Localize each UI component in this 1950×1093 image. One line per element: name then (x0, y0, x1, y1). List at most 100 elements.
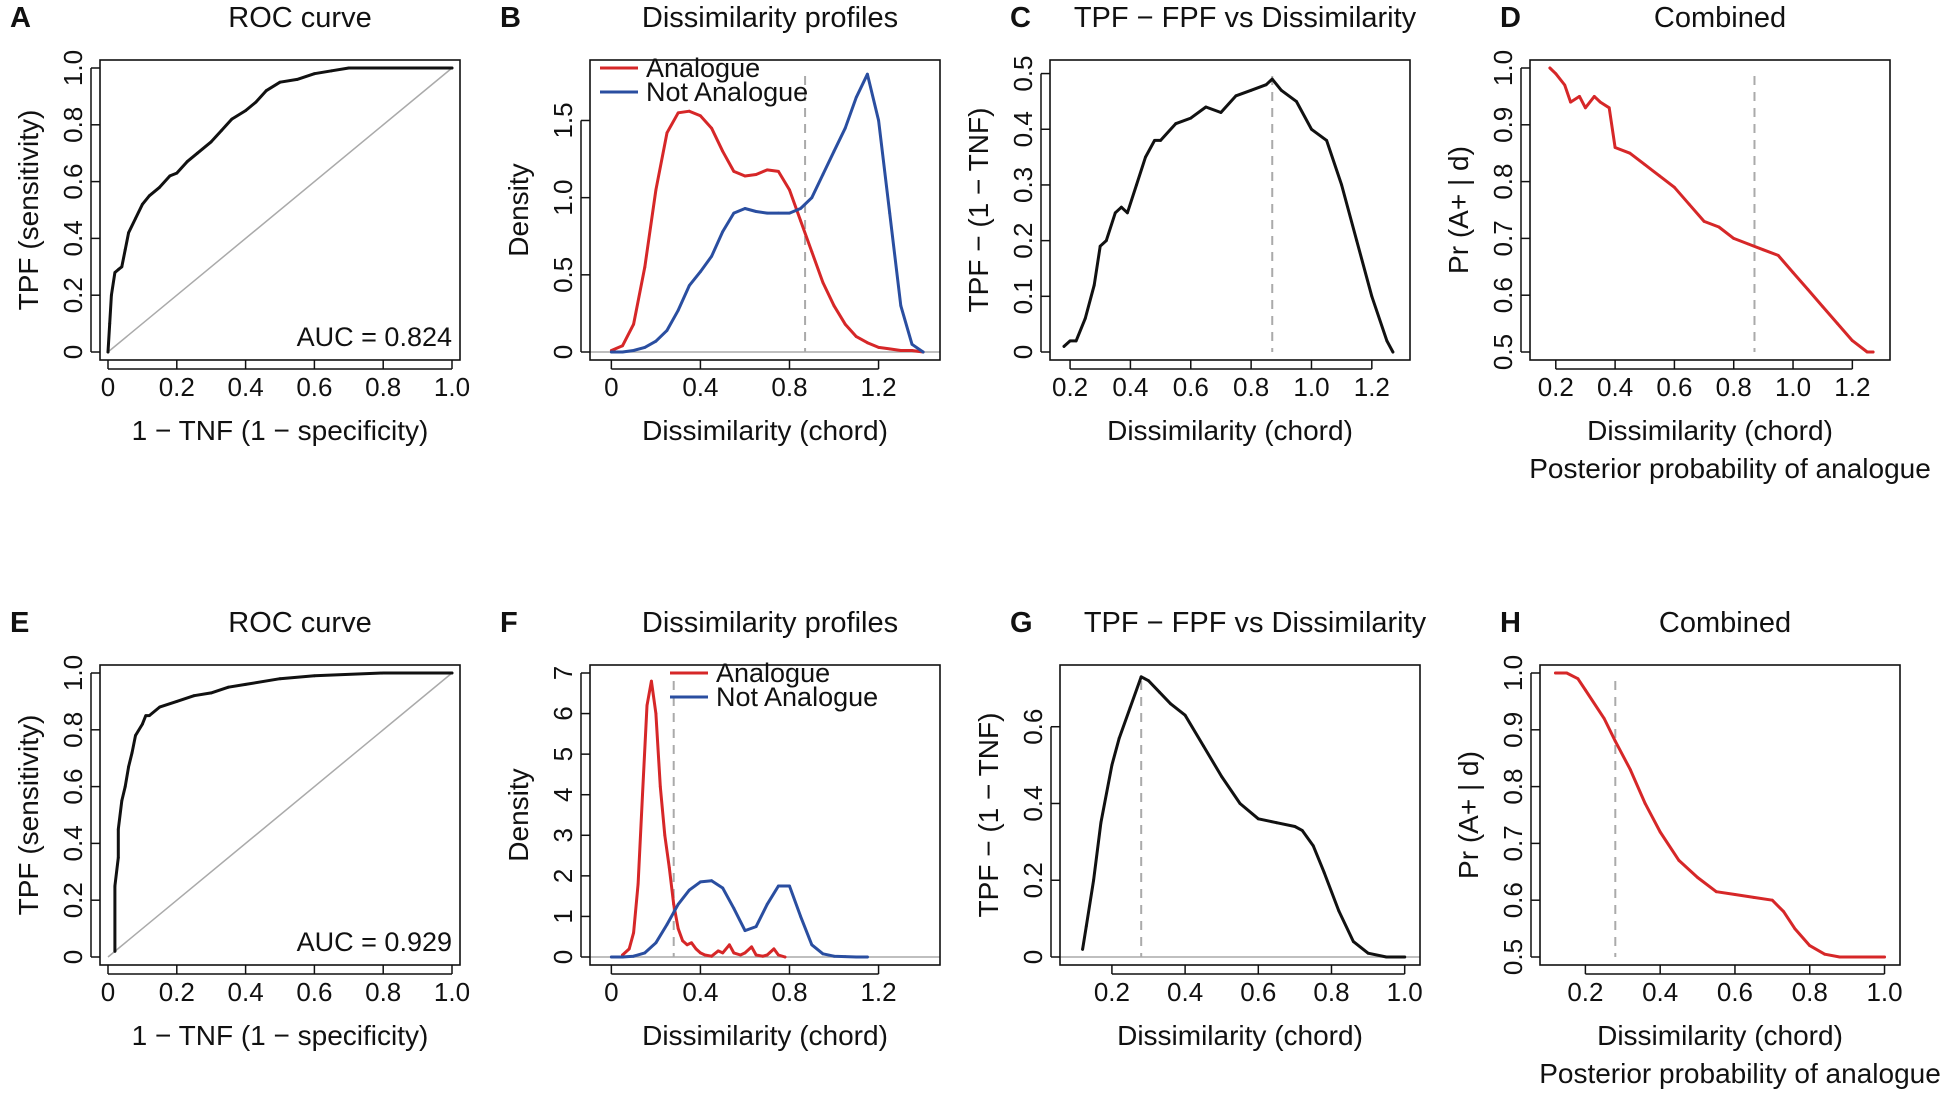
panel-letter: B (500, 2, 521, 34)
data-point (754, 953, 758, 957)
data-point (209, 140, 213, 144)
y-tick-label: 0.6 (1018, 709, 1048, 745)
data-point (1204, 105, 1208, 109)
data-point (134, 217, 137, 220)
y-tick-label: 7 (548, 666, 578, 680)
data-point (699, 114, 702, 118)
y-tick-label: 2 (548, 869, 578, 883)
data-point (1264, 83, 1268, 87)
data-point (1310, 127, 1313, 131)
panel-a: A ROC curve 0 0.2 0.4 0.6 0.8 1.0 0 0.2 0.4 0.6 0.8 1… (10, 2, 470, 446)
data-point (116, 827, 120, 831)
x-tick-label: 0.2 (1052, 372, 1088, 402)
data-point (1752, 896, 1756, 899)
data-point (147, 714, 151, 717)
panel-b: B Dissimilarity profiles 0 0.4 0.8 1.2 0 0.5 1.0… (500, 2, 941, 446)
y-axis-label: Pr (A+ | d) (1453, 751, 1484, 879)
data-point (710, 879, 713, 883)
data-point (1598, 100, 1602, 104)
data-point (1806, 288, 1810, 291)
data-point (1117, 736, 1121, 740)
data-point (144, 714, 148, 717)
data-point (1808, 944, 1812, 947)
x-tick-label: 1.0 (1866, 977, 1902, 1007)
data-point (1256, 817, 1260, 821)
series-line (1548, 66, 1875, 354)
x-tick-label: 0.8 (771, 372, 807, 402)
data-point (810, 196, 814, 200)
data-point (663, 833, 667, 837)
data-point (658, 785, 662, 788)
data-point (832, 149, 836, 153)
y-tick-label: 0 (1018, 950, 1048, 964)
y-axis-label: Density (503, 163, 534, 256)
x-tick-label: 0.4 (1112, 372, 1148, 402)
data-point (743, 929, 747, 932)
data-point (1658, 174, 1661, 178)
data-point (244, 109, 248, 112)
data-point (854, 335, 858, 338)
y-tick-label: 0.8 (1498, 769, 1528, 805)
panel-letter: E (10, 607, 29, 639)
y-tick-label: 0.5 (1008, 55, 1038, 91)
data-point (1120, 205, 1123, 209)
data-point (1643, 163, 1647, 167)
data-point (810, 250, 814, 254)
data-point (1578, 95, 1581, 98)
data-point (641, 793, 644, 797)
x-tick-label: 0.4 (682, 372, 718, 402)
data-point (654, 339, 658, 343)
data-point (1554, 671, 1557, 675)
plot-frame (1049, 59, 1411, 361)
x-tick-label: 0 (604, 977, 618, 1007)
data-point (799, 915, 802, 918)
data-point (632, 349, 635, 352)
y-tick-label: 0.4 (58, 220, 88, 256)
data-point (1144, 155, 1147, 159)
data-point (687, 109, 691, 113)
y-tick-label: 1 (548, 909, 578, 923)
data-point (1325, 139, 1328, 142)
x-tick-label: 0.8 (1792, 977, 1828, 1007)
data-point (877, 346, 880, 349)
data-point (1322, 871, 1326, 874)
series-line (1062, 77, 1395, 354)
data-point (1403, 955, 1407, 959)
panel-title: ROC curve (228, 607, 371, 639)
data-point (1062, 345, 1066, 348)
data-point (1584, 106, 1587, 110)
y-tick-label: 1.0 (58, 50, 88, 86)
data-point (610, 350, 613, 354)
auc-annotation: AUC = 0.929 (297, 927, 452, 957)
x-tick-label: 0.2 (1538, 372, 1574, 402)
data-point (1643, 802, 1647, 805)
data-point (1092, 283, 1096, 287)
data-point (158, 705, 162, 709)
data-point (1189, 116, 1193, 120)
data-point (1092, 878, 1095, 882)
data-point (450, 671, 454, 675)
y-tick-label: 0.8 (58, 107, 88, 143)
data-point (116, 856, 120, 859)
data-point (1628, 768, 1632, 771)
data-point (788, 188, 791, 192)
panel-e: E ROC curve 0 0.2 0.4 0.6 0.8 1.0 0 0.2 0.4 0.6 0.8 1… (10, 607, 470, 1051)
data-point (728, 943, 731, 947)
series-analogue (609, 109, 925, 354)
data-point (1355, 239, 1359, 243)
data-point (113, 271, 117, 274)
data-point (1158, 690, 1161, 694)
data-point (1576, 677, 1580, 681)
data-point (721, 951, 725, 955)
data-point (1696, 876, 1699, 879)
data-point (621, 344, 624, 348)
series-posterior (1554, 671, 1886, 959)
data-point (1717, 225, 1721, 229)
y-tick-label: 0.2 (1008, 223, 1038, 259)
data-point (141, 722, 144, 726)
data-point (1147, 679, 1150, 683)
data-point (134, 734, 137, 737)
x-tick-label: 0 (101, 372, 115, 402)
